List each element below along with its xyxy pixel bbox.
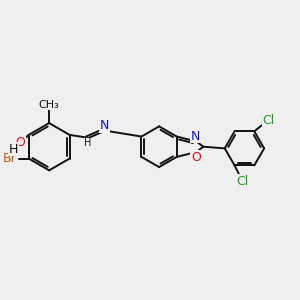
Text: N: N [100, 119, 109, 132]
Text: N: N [191, 130, 200, 143]
Text: Cl: Cl [262, 114, 275, 127]
Text: H: H [84, 138, 91, 148]
Text: CH₃: CH₃ [39, 100, 59, 110]
Text: O: O [191, 151, 201, 164]
Text: Cl: Cl [236, 175, 249, 188]
Text: O: O [15, 136, 25, 149]
Text: H: H [9, 142, 19, 155]
Text: Br: Br [3, 152, 16, 165]
